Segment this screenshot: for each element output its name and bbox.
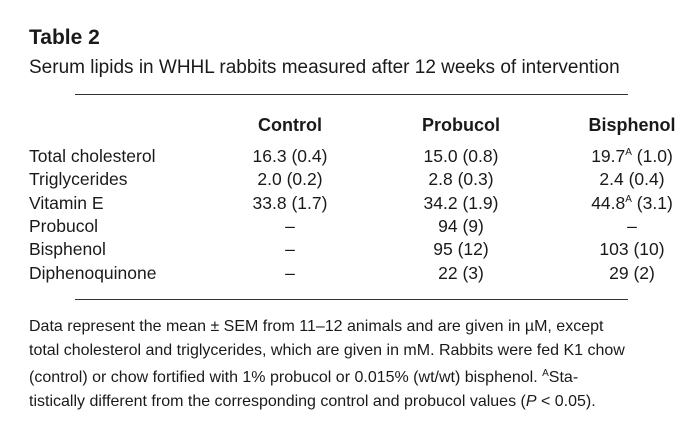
row-label: Probucol [29,215,99,236]
footnote-line: Data represent the mean ± SEM from 11–12… [29,318,604,335]
column-header-bisphenol: Bisphenol [588,115,676,135]
table-cell: 15.0 (0.8) [423,146,499,166]
table-cell: – [285,262,295,283]
table-cell: 33.8 (1.7) [252,192,328,213]
table-cell: 94 (9) [438,215,484,236]
table-cell: 34.2 (1.9) [423,192,499,213]
row-label: Diphenoquinone [29,262,157,283]
row-label: Vitamin E [29,192,104,213]
table-cell: 19.7A (1.0) [591,146,673,167]
table-cell: – [285,239,295,260]
cell-sem: (1.0) [631,146,673,166]
table-cell: 22 (3) [438,262,484,283]
table-cell: 2.0 (0.2) [257,169,323,190]
table-cell: 2.8 (0.3) [428,169,494,190]
cell-value: 44.8 [591,192,626,213]
table-cell: 2.4 (0.4) [599,169,665,190]
table-footnote: Data represent the mean ± SEM from 11–12… [29,315,679,413]
footnote-line: tistically different from the correspond… [29,390,679,414]
row-label: Bisphenol [29,239,106,260]
p-value-symbol: P [525,392,537,410]
footnote-text: tistically different from the correspond… [29,392,526,410]
table-cell: – [285,215,295,236]
footnote-marker: A [542,368,549,379]
footnote-text: (control) or chow fortified with 1% prob… [29,369,543,386]
cell-value: 19.7 [591,146,626,166]
table-cell: 44.8A (3.1) [591,193,673,214]
column-header-control: Control [258,115,322,135]
cell-sem: (3.1) [631,192,673,213]
table-cell: 95 (12) [433,239,489,260]
table-cell: – [627,215,637,236]
row-label: Triglycerides [29,169,128,190]
column-header-probucol: Probucol [421,115,501,135]
footnote-line: (control) or chow fortified with 1% prob… [29,362,679,390]
table-caption: Serum lipids in WHHL rabbits measured af… [29,57,620,78]
footnote-text: < 0.05). [536,392,596,410]
table-cell: 16.3 (0.4) [252,146,328,166]
significance-marker: A [625,193,632,205]
table-cell: 103 (10) [599,239,665,260]
top-rule [75,94,628,95]
row-label: Total cholesterol [29,146,156,166]
footnote-line: total cholesterol and triglycerides, whi… [29,341,625,359]
table-label: Table 2 [29,26,100,49]
bottom-rule [75,299,628,300]
significance-marker: A [625,147,632,158]
table-cell: 29 (2) [609,262,655,283]
footnote-text: Sta- [548,369,579,386]
